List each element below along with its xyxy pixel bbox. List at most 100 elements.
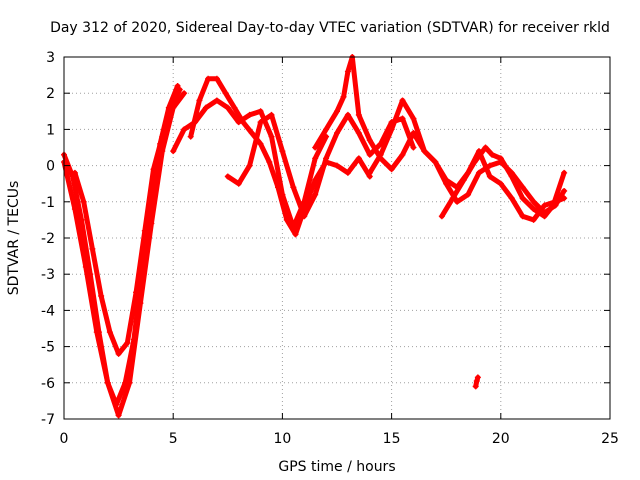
data-point-marker xyxy=(257,119,264,126)
data-point-marker xyxy=(279,148,286,155)
data-point-marker xyxy=(340,93,347,100)
data-point-marker xyxy=(497,180,504,187)
data-point-marker xyxy=(266,158,273,165)
x-axis-label: GPS time / hours xyxy=(278,459,395,475)
data-point-marker xyxy=(301,213,308,220)
data-point-marker xyxy=(187,133,194,140)
data-point-marker xyxy=(410,115,417,122)
data-point-marker xyxy=(98,292,105,299)
data-point-marker xyxy=(519,195,526,202)
data-point-marker xyxy=(71,206,78,213)
data-point-marker xyxy=(550,202,557,209)
data-point-marker xyxy=(388,126,395,133)
data-point-marker xyxy=(471,158,478,165)
data-point-marker xyxy=(222,90,229,97)
data-point-marker xyxy=(410,130,417,137)
data-point-marker xyxy=(240,119,247,126)
data-point-marker xyxy=(283,216,290,223)
data-point-marker xyxy=(454,198,461,205)
x-tick-label: 10 xyxy=(273,431,291,447)
chart-title: Day 312 of 2020, Sidereal Day-to-day VTE… xyxy=(50,20,610,36)
data-point-marker xyxy=(246,111,253,118)
data-point-marker xyxy=(432,158,439,165)
data-point-marker xyxy=(202,104,209,111)
data-point-marker xyxy=(93,329,100,336)
y-tick-label: 0 xyxy=(46,159,55,175)
data-point-marker xyxy=(124,339,131,346)
data-point-marker xyxy=(213,97,220,104)
y-axis-label: SDTVAR / TECUs xyxy=(6,181,22,296)
data-point-marker xyxy=(410,144,417,151)
data-point-marker xyxy=(421,148,428,155)
series-pass-3 xyxy=(71,86,183,357)
data-point-marker xyxy=(104,379,111,386)
data-point-marker xyxy=(472,383,479,390)
data-point-marker xyxy=(438,213,445,220)
x-tick-label: 25 xyxy=(601,431,619,447)
axis-ticks xyxy=(63,56,611,420)
series-pass-10 xyxy=(472,374,481,390)
series-pass-6 xyxy=(224,111,417,220)
data-point-marker xyxy=(89,245,96,252)
data-point-marker xyxy=(170,148,177,155)
data-point-marker xyxy=(530,198,537,205)
data-point-marker xyxy=(235,180,242,187)
data-point-marker xyxy=(71,169,78,176)
data-point-marker xyxy=(355,155,362,162)
y-tick-label: -7 xyxy=(41,412,55,428)
series-trace xyxy=(72,87,183,357)
data-point-marker xyxy=(133,289,140,296)
tick-labels: 0 5 10 15 20 25 -7 -6 -5 -4 -3 -2 -1 0 1 2 3 xyxy=(41,50,619,447)
data-point-marker xyxy=(82,263,89,270)
x-tick-label: 20 xyxy=(492,431,510,447)
data-point-marker xyxy=(366,137,373,144)
y-tick-label: -5 xyxy=(41,340,55,356)
data-point-marker xyxy=(181,126,188,133)
data-point-marker xyxy=(141,227,148,234)
data-point-marker xyxy=(530,206,537,213)
data-plot-area xyxy=(61,54,568,419)
data-point-marker xyxy=(174,82,181,89)
data-point-marker xyxy=(519,184,526,191)
data-point-marker xyxy=(508,195,515,202)
data-point-marker xyxy=(344,169,351,176)
data-point-marker xyxy=(561,195,568,202)
data-point-marker xyxy=(497,155,504,162)
data-point-marker xyxy=(388,166,395,173)
data-point-marker xyxy=(224,104,231,111)
data-point-marker xyxy=(519,213,526,220)
data-point-marker xyxy=(275,184,282,191)
data-point-marker xyxy=(399,115,406,122)
data-point-marker xyxy=(334,108,340,115)
data-point-marker xyxy=(126,379,133,386)
data-point-marker xyxy=(137,300,144,307)
data-point-marker xyxy=(541,202,548,209)
data-point-marker xyxy=(231,104,238,111)
data-point-marker xyxy=(106,329,113,336)
data-point-marker xyxy=(290,184,297,191)
data-point-marker xyxy=(366,151,373,158)
data-point-marker xyxy=(312,144,319,151)
data-point-marker xyxy=(205,75,212,82)
series-trace xyxy=(312,54,567,216)
y-tick-label: -6 xyxy=(41,376,55,392)
data-point-marker xyxy=(224,173,231,180)
data-point-marker xyxy=(150,166,157,173)
x-tick-label: 0 xyxy=(60,431,69,447)
data-point-marker xyxy=(460,177,467,184)
data-point-marker xyxy=(213,75,220,82)
data-point-marker xyxy=(399,151,406,158)
data-point-marker xyxy=(561,187,568,194)
data-point-marker xyxy=(530,216,537,223)
data-point-marker xyxy=(334,130,340,137)
data-point-marker xyxy=(344,111,351,118)
data-point-marker xyxy=(196,97,203,104)
data-point-marker xyxy=(115,412,122,419)
data-point-marker xyxy=(399,97,406,104)
data-point-marker xyxy=(312,191,319,198)
data-point-marker xyxy=(257,108,264,115)
data-point-marker xyxy=(257,140,264,147)
data-point-marker xyxy=(443,177,450,184)
y-tick-label: -4 xyxy=(41,303,55,319)
